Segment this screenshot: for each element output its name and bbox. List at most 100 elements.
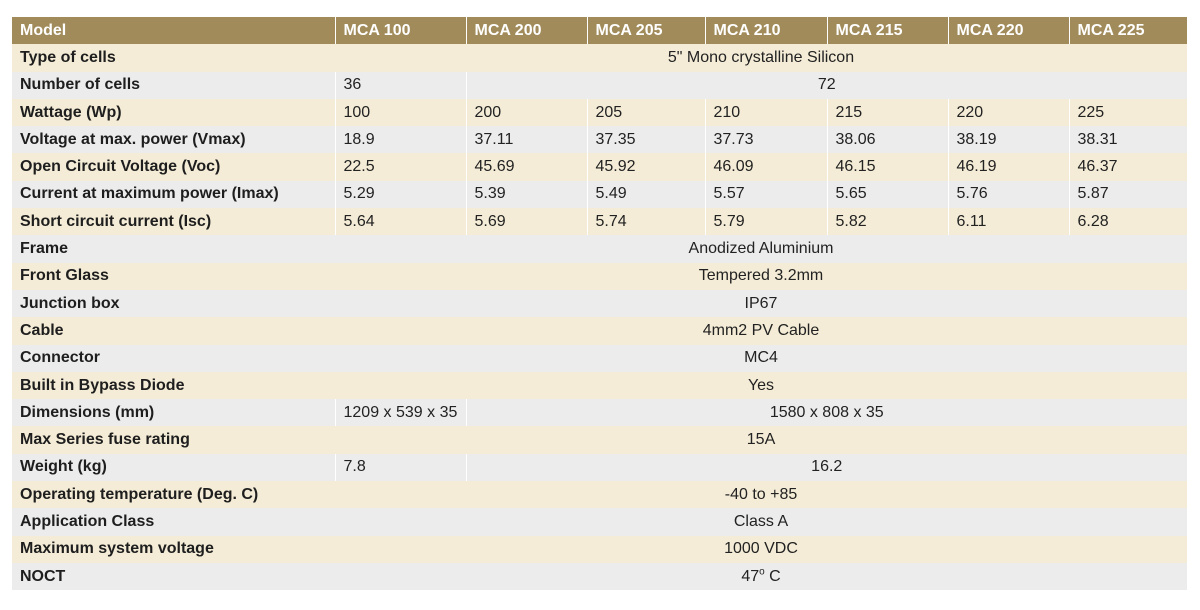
row-max-system-voltage: Maximum system voltage 1000 VDC — [12, 535, 1187, 563]
cell-mca-225: 5.87 — [1068, 180, 1187, 209]
cell-mca-100: 1209 x 539 x 35 — [334, 399, 466, 427]
row-label: Short circuit current (Isc) — [12, 208, 335, 236]
cell-mca-100: 100 — [334, 98, 466, 127]
row-label: Operating temperature (Deg. C) — [12, 481, 335, 509]
cell-mca-215: 46.15 — [826, 153, 948, 181]
header-row: Model MCA 100 MCA 200 MCA 205 MCA 210 MC… — [12, 17, 1187, 45]
cell-mca-200-225: 72 — [465, 71, 1187, 99]
cell-mca-200: 45.69 — [465, 153, 587, 181]
spec-table-container: Model MCA 100 MCA 200 MCA 205 MCA 210 MC… — [12, 17, 1187, 591]
header-model: Model — [12, 17, 335, 45]
row-frame: Frame Anodized Aluminium — [12, 235, 1187, 263]
row-label: Current at maximum power (Imax) — [12, 180, 335, 209]
cell-mca-215: 5.65 — [826, 180, 948, 209]
cell-mca-215: 5.82 — [826, 208, 948, 236]
row-value: Class A — [335, 508, 1187, 536]
cell-mca-225: 46.37 — [1068, 153, 1187, 181]
row-value: -40 to +85 — [335, 481, 1187, 509]
header-mca-200: MCA 200 — [465, 17, 587, 45]
row-label: Maximum system voltage — [12, 535, 335, 563]
row-label: Cable — [12, 317, 335, 345]
row-label: Junction box — [12, 289, 335, 318]
row-isc: Short circuit current (Isc) 5.64 5.69 5.… — [12, 208, 1187, 236]
cell-mca-200-225: 1580 x 808 x 35 — [465, 399, 1187, 427]
row-operating-temperature: Operating temperature (Deg. C) -40 to +8… — [12, 481, 1187, 509]
row-label: Connector — [12, 344, 335, 372]
row-value: MC4 — [335, 344, 1187, 372]
row-label: Max Series fuse rating — [12, 426, 335, 454]
row-value: 15A — [335, 426, 1187, 454]
header-mca-205: MCA 205 — [586, 17, 705, 45]
cell-mca-200: 37.11 — [465, 126, 587, 154]
cell-mca-210: 46.09 — [704, 153, 827, 181]
row-label: Front Glass — [12, 262, 335, 290]
cell-mca-205: 45.92 — [586, 153, 705, 181]
cell-mca-220: 220 — [947, 98, 1069, 127]
row-connector: Connector MC4 — [12, 344, 1187, 372]
cell-mca-100: 22.5 — [334, 153, 466, 181]
row-label: Weight (kg) — [12, 453, 335, 482]
row-label: Dimensions (mm) — [12, 399, 335, 427]
row-cable: Cable 4mm2 PV Cable — [12, 317, 1187, 345]
row-noct: NOCT 47o C — [12, 562, 1187, 591]
row-value: 47o C — [335, 562, 1187, 591]
cell-mca-100: 18.9 — [334, 126, 466, 154]
cell-mca-100: 7.8 — [334, 453, 466, 482]
row-value: 4mm2 PV Cable — [335, 317, 1187, 345]
cell-mca-205: 5.74 — [586, 208, 705, 236]
cell-mca-215: 38.06 — [826, 126, 948, 154]
row-dimensions: Dimensions (mm) 1209 x 539 x 35 1580 x 8… — [12, 399, 1187, 427]
noct-number: 47 — [741, 567, 760, 585]
row-bypass-diode: Built in Bypass Diode Yes — [12, 371, 1187, 400]
cell-mca-210: 5.79 — [704, 208, 827, 236]
row-label: NOCT — [12, 562, 335, 591]
cell-mca-215: 215 — [826, 98, 948, 127]
row-junction-box: Junction box IP67 — [12, 289, 1187, 318]
row-imax: Current at maximum power (Imax) 5.29 5.3… — [12, 180, 1187, 209]
row-label: Number of cells — [12, 71, 335, 99]
row-value: Tempered 3.2mm — [335, 262, 1187, 290]
cell-mca-220: 5.76 — [947, 180, 1069, 209]
row-type-of-cells: Type of cells 5" Mono crystalline Silico… — [12, 44, 1187, 72]
header-mca-100: MCA 100 — [334, 17, 466, 45]
cell-mca-225: 6.28 — [1068, 208, 1187, 236]
row-weight: Weight (kg) 7.8 16.2 — [12, 453, 1187, 482]
cell-mca-205: 5.49 — [586, 180, 705, 209]
header-mca-215: MCA 215 — [826, 17, 948, 45]
cell-mca-220: 46.19 — [947, 153, 1069, 181]
cell-mca-205: 205 — [586, 98, 705, 127]
row-number-of-cells: Number of cells 36 72 — [12, 71, 1187, 99]
header-mca-220: MCA 220 — [947, 17, 1069, 45]
cell-mca-200: 5.39 — [465, 180, 587, 209]
cell-mca-200-225: 16.2 — [465, 453, 1187, 482]
cell-mca-225: 225 — [1068, 98, 1187, 127]
cell-mca-200: 5.69 — [465, 208, 587, 236]
row-application-class: Application Class Class A — [12, 508, 1187, 536]
row-label: Frame — [12, 235, 335, 263]
row-value: 5" Mono crystalline Silicon — [335, 44, 1187, 72]
row-label: Voltage at max. power (Vmax) — [12, 126, 335, 154]
cell-mca-220: 6.11 — [947, 208, 1069, 236]
row-label: Type of cells — [12, 44, 335, 72]
cell-mca-210: 37.73 — [704, 126, 827, 154]
cell-mca-100: 36 — [334, 71, 466, 99]
row-fuse-rating: Max Series fuse rating 15A — [12, 426, 1187, 454]
row-value: 1000 VDC — [335, 535, 1187, 563]
row-label: Application Class — [12, 508, 335, 536]
solar-module-spec-table: Model MCA 100 MCA 200 MCA 205 MCA 210 MC… — [12, 17, 1187, 591]
header-mca-210: MCA 210 — [704, 17, 827, 45]
header-mca-225: MCA 225 — [1068, 17, 1187, 45]
cell-mca-100: 5.29 — [334, 180, 466, 209]
row-value: Anodized Aluminium — [335, 235, 1187, 263]
row-value: Yes — [335, 371, 1187, 400]
row-voc: Open Circuit Voltage (Voc) 22.5 45.69 45… — [12, 153, 1187, 181]
row-front-glass: Front Glass Tempered 3.2mm — [12, 262, 1187, 290]
cell-mca-200: 200 — [465, 98, 587, 127]
row-wattage: Wattage (Wp) 100 200 205 210 215 220 225 — [12, 98, 1187, 127]
row-label: Open Circuit Voltage (Voc) — [12, 153, 335, 181]
row-value: IP67 — [335, 289, 1187, 318]
cell-mca-210: 210 — [704, 98, 827, 127]
cell-mca-210: 5.57 — [704, 180, 827, 209]
cell-mca-225: 38.31 — [1068, 126, 1187, 154]
cell-mca-100: 5.64 — [334, 208, 466, 236]
